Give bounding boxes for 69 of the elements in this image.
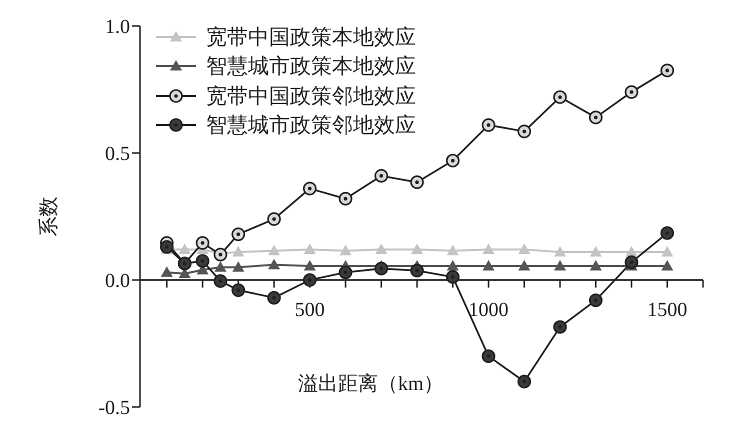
point [196,236,210,250]
point [178,244,191,254]
point [232,261,244,272]
point [446,244,459,256]
point [214,261,226,272]
point [410,175,424,190]
point [660,64,674,78]
point [624,85,638,99]
point [660,226,674,240]
point [588,294,603,308]
legend-label: 宽带中国政策邻地效应 [206,82,416,110]
point [590,260,602,271]
point [554,260,566,271]
point [302,273,317,287]
point [624,255,638,270]
point [482,349,496,363]
point [554,246,566,257]
point [518,260,530,271]
point [482,118,496,132]
point [196,254,210,268]
point [375,244,388,254]
x-axis-title: 溢出距离（km） [298,372,444,397]
point [553,90,567,104]
point [411,244,424,254]
point [338,192,352,206]
point [267,290,281,305]
point [267,212,281,226]
point [518,244,530,254]
point [661,246,674,257]
y-tick-label: -0.5 [98,397,130,420]
legend-label: 智慧城市政策本地效应 [206,53,416,80]
point [517,374,532,388]
point [232,246,244,257]
point [446,154,460,168]
point [626,246,638,257]
y-tick-label: 0.0 [105,270,130,292]
x-tick-label: 500 [294,299,325,322]
y-tick-label: 1.0 [105,16,130,38]
x-tick-label: 1500 [647,299,688,322]
legend-label: 智慧城市政策邻地效应 [206,112,416,140]
point [304,244,316,254]
point [482,244,495,254]
y-tick-label: 0.5 [105,143,130,166]
point [340,244,352,256]
point [160,266,173,277]
x-tick-label: 1000 [468,299,509,322]
point [590,246,602,257]
point [374,262,388,276]
point [661,260,674,271]
point [268,258,280,270]
y-axis-title: 系数 [38,196,60,236]
point [232,283,246,297]
point [446,270,460,284]
point [214,274,228,288]
point [302,182,317,196]
point [214,248,228,262]
point [446,260,459,271]
point [517,124,532,138]
point [553,320,567,334]
point [374,169,388,183]
point [338,266,352,280]
point [160,240,174,254]
point [482,260,495,271]
point [268,244,280,256]
legend-label: 宽带中国政策本地效应 [206,24,416,51]
point [304,260,316,271]
point [588,110,603,124]
point [232,227,246,242]
point [410,264,424,278]
